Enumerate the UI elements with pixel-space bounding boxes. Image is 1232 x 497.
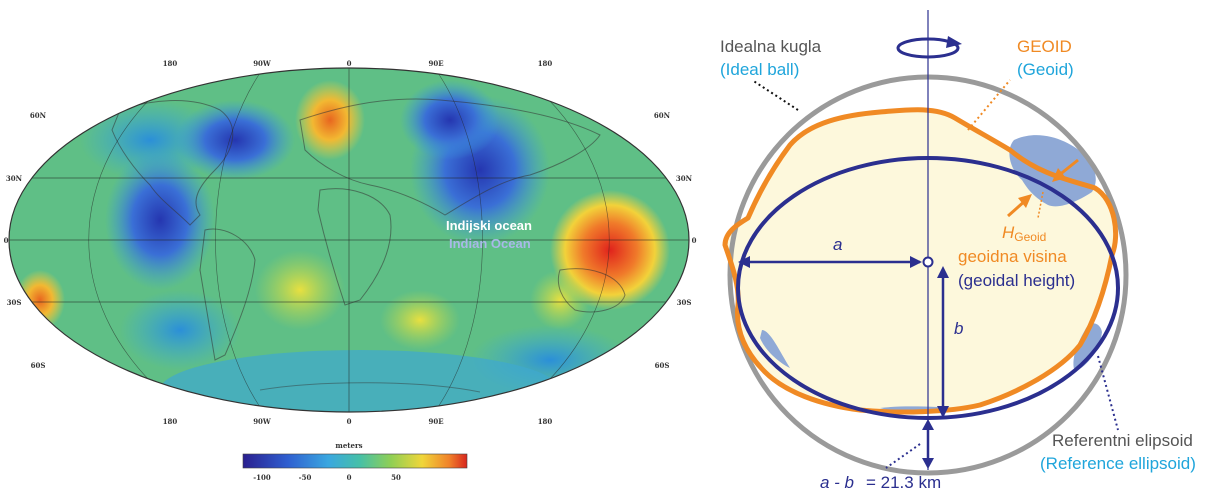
left-lat: 30S	[7, 298, 22, 307]
b-label: b	[954, 319, 963, 338]
a-label: a	[833, 235, 842, 254]
geoid-label-en: (Geoid)	[1017, 60, 1074, 79]
top-tick: 90W	[253, 59, 271, 68]
semi-minor-axis-arrow	[937, 266, 949, 418]
a-minus-b-label: a - b	[820, 473, 854, 492]
a-minus-b-value: = 21.3 km	[866, 473, 941, 492]
top-tick: 180	[538, 59, 553, 68]
ocean-label-en: Indian Ocean	[449, 236, 531, 251]
reference-label-en: (Reference ellipsoid)	[1040, 454, 1196, 473]
geoid-leader	[967, 79, 1011, 131]
colorbar-tick: 0	[347, 473, 352, 482]
bottom-tick: 0	[347, 417, 352, 426]
ideal-ball-label: Idealna kugla	[720, 37, 822, 56]
bottom-tick: 180	[538, 417, 553, 426]
h-subscript: Geoid	[1014, 230, 1046, 244]
ideal-ball-label-en: (Ideal ball)	[720, 60, 799, 79]
map-right-latitudes: 60N 30N 0 30S 60S	[654, 111, 697, 370]
geoid-label: GEOID	[1017, 37, 1072, 56]
colorbar-tick: -50	[299, 473, 312, 482]
bottom-tick: 180	[163, 417, 178, 426]
geoid-outline	[722, 107, 1119, 415]
map-top-ticks: 180 90W 0 90E 180	[163, 59, 553, 68]
ocean-label: Indijski ocean	[446, 218, 532, 233]
left-lat: 60S	[31, 361, 46, 370]
top-tick: 0	[347, 59, 352, 68]
h-symbol: H	[1002, 223, 1015, 242]
geoidal-height-label-en: (geoidal height)	[958, 271, 1075, 290]
bottom-tick: 90W	[253, 417, 271, 426]
colorbar-title: meters	[335, 441, 362, 450]
reference-label: Referentni elipsoid	[1052, 431, 1193, 450]
left-lat: 0	[4, 236, 9, 245]
top-tick: 180	[163, 59, 178, 68]
colorbar: meters -100 -50 0 50	[242, 441, 468, 482]
bottom-tick: 90E	[428, 417, 443, 426]
h-geoid-symbol: HGeoid	[1002, 223, 1046, 244]
right-lat: 60S	[655, 361, 670, 370]
rotation-arrow-icon	[896, 36, 962, 59]
colorbar-scale	[242, 453, 468, 469]
right-lat: 30N	[676, 174, 693, 183]
geoidal-height-label: geoidna visina	[958, 247, 1067, 266]
reference-leader	[1097, 355, 1119, 431]
geoid-height-arrows	[1007, 158, 1079, 219]
right-lat: 30S	[677, 298, 692, 307]
colorbar-tick: -100	[253, 473, 271, 482]
colorbar-tick: 50	[391, 473, 401, 482]
geoid-below-region-left	[760, 330, 790, 368]
geoid-height-map	[8, 67, 690, 413]
right-lat: 60N	[654, 111, 671, 120]
right-lat: 0	[692, 236, 697, 245]
top-tick: 90E	[428, 59, 443, 68]
geoid-diagram	[722, 10, 1129, 476]
a-minus-b-arrow	[885, 419, 934, 469]
ideal-ball-leader	[751, 79, 799, 111]
geoid-below-region-top	[1009, 135, 1096, 207]
geoid-below-region-right	[1073, 323, 1102, 372]
center-point	[922, 256, 934, 268]
map-bottom-ticks: 180 90W 0 90E 180	[163, 417, 553, 426]
geoid-shape-fill	[725, 109, 1116, 413]
semi-major-axis-arrow	[738, 256, 922, 268]
left-lat: 30N	[6, 174, 23, 183]
map-left-latitudes: 60N 30N 0 30S 60S	[4, 111, 47, 370]
left-lat: 60N	[30, 111, 47, 120]
